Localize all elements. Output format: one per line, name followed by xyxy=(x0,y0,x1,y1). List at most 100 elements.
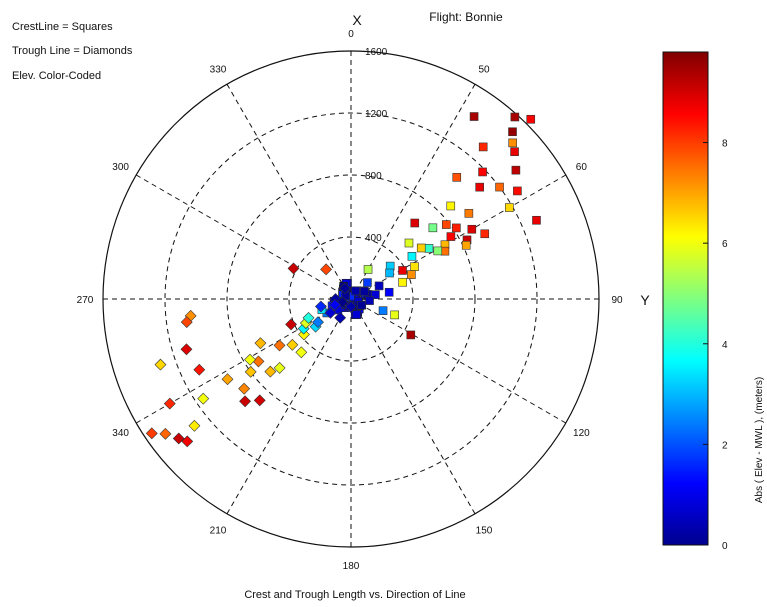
crest-point xyxy=(508,138,517,148)
grid-spoke xyxy=(226,83,352,300)
trough-point xyxy=(253,394,266,407)
chart-title: Flight: Bonnie xyxy=(429,10,503,24)
trough-point xyxy=(180,343,193,356)
trough-point xyxy=(181,435,194,448)
trough-point xyxy=(295,346,308,359)
crest-point xyxy=(428,223,438,233)
trough-point xyxy=(221,373,234,386)
trough-point xyxy=(286,338,299,351)
trough-point xyxy=(345,300,357,313)
crest-point xyxy=(440,246,450,256)
grid-circle xyxy=(164,112,538,486)
axis-x-label: X xyxy=(352,12,362,28)
trough-point xyxy=(193,363,206,376)
angle-label: 0 xyxy=(348,29,354,40)
trough-point xyxy=(163,397,176,410)
trough-point xyxy=(324,306,337,319)
angle-tick-labels: 0 50 60 90 120 150 180 210 340 270 300 330 xyxy=(77,29,623,572)
crest-point xyxy=(511,165,521,175)
crest-point xyxy=(398,266,407,275)
colorbar-tick-label: 8 xyxy=(722,139,728,150)
trough-point xyxy=(238,382,251,395)
crest-point xyxy=(371,290,380,299)
trough-point xyxy=(302,311,315,324)
trough-point xyxy=(197,392,210,405)
crest-point xyxy=(384,287,394,297)
crest-point xyxy=(363,278,372,287)
crest-point xyxy=(508,127,517,137)
trough-point xyxy=(172,432,185,445)
radial-label: 1200 xyxy=(365,109,388,120)
crest-point xyxy=(510,112,520,122)
x-axis-caption: Crest and Trough Length vs. Direction of… xyxy=(244,589,465,601)
angle-label: 340 xyxy=(112,428,129,439)
crest-point xyxy=(446,201,456,211)
crest-point xyxy=(407,252,417,261)
crest-point xyxy=(360,286,369,296)
polar-grid xyxy=(102,50,600,548)
colorbar-tick-label: 6 xyxy=(722,239,728,250)
crest-point xyxy=(480,229,490,239)
scatter-points xyxy=(145,112,541,448)
colorbar-label: Abs ( Elev - MWL ), (meters) xyxy=(754,377,765,503)
crest-point xyxy=(505,203,514,212)
crest-point xyxy=(467,224,477,234)
trough-point xyxy=(159,427,172,440)
radial-label: 1600 xyxy=(365,47,388,58)
trough-point xyxy=(154,358,167,371)
trough-point xyxy=(314,300,327,313)
trough-point xyxy=(320,263,333,276)
crest-point xyxy=(390,310,399,320)
trough-point xyxy=(273,361,286,374)
crest-point xyxy=(446,232,456,241)
angle-label: 60 xyxy=(576,162,588,173)
crest-point xyxy=(469,112,479,121)
radial-label: 400 xyxy=(365,233,382,244)
crest-point xyxy=(374,281,384,291)
colorbar-tick-label: 0 xyxy=(722,541,728,552)
trough-point xyxy=(273,339,286,352)
legend-crest: CrestLine = Squares xyxy=(12,21,113,33)
crest-point xyxy=(478,167,487,177)
trough-point xyxy=(298,328,310,341)
trough-point xyxy=(244,353,256,366)
crest-point xyxy=(365,296,374,305)
crest-point xyxy=(416,243,426,253)
crest-point xyxy=(475,182,484,192)
radial-label: 800 xyxy=(365,171,382,182)
crest-point xyxy=(357,300,367,310)
trough-point xyxy=(180,316,193,329)
colorbar xyxy=(662,51,709,546)
trough-point xyxy=(244,365,257,378)
crest-point xyxy=(526,114,536,124)
crest-point xyxy=(441,220,451,229)
angle-label: 180 xyxy=(343,561,360,572)
angle-label: 330 xyxy=(210,65,227,76)
axis-y-label: Y xyxy=(640,292,650,308)
crest-point xyxy=(424,244,434,253)
trough-point xyxy=(334,311,347,324)
crest-point xyxy=(478,142,488,152)
angle-label: 120 xyxy=(573,428,590,439)
crest-point xyxy=(532,215,541,225)
crest-point xyxy=(363,265,373,274)
trough-point xyxy=(188,419,201,432)
crest-point xyxy=(351,286,360,296)
colorbar-tick-label: 4 xyxy=(722,340,728,351)
crest-point xyxy=(404,238,414,248)
angle-label: 50 xyxy=(478,65,490,76)
grid-circle xyxy=(288,236,414,362)
trough-point xyxy=(239,395,252,408)
crest-point xyxy=(385,268,394,278)
legend-trough: Trough Line = Diamonds xyxy=(12,45,133,57)
angle-label: 210 xyxy=(210,525,227,536)
crest-point xyxy=(464,209,474,218)
crest-point xyxy=(410,262,419,271)
crest-point xyxy=(461,240,471,250)
crest-point xyxy=(510,147,519,157)
trough-point xyxy=(285,318,297,331)
trough-point xyxy=(252,355,265,368)
radial-tick-labels: 400 800 1200 1600 xyxy=(365,47,388,244)
trough-point xyxy=(264,365,277,378)
